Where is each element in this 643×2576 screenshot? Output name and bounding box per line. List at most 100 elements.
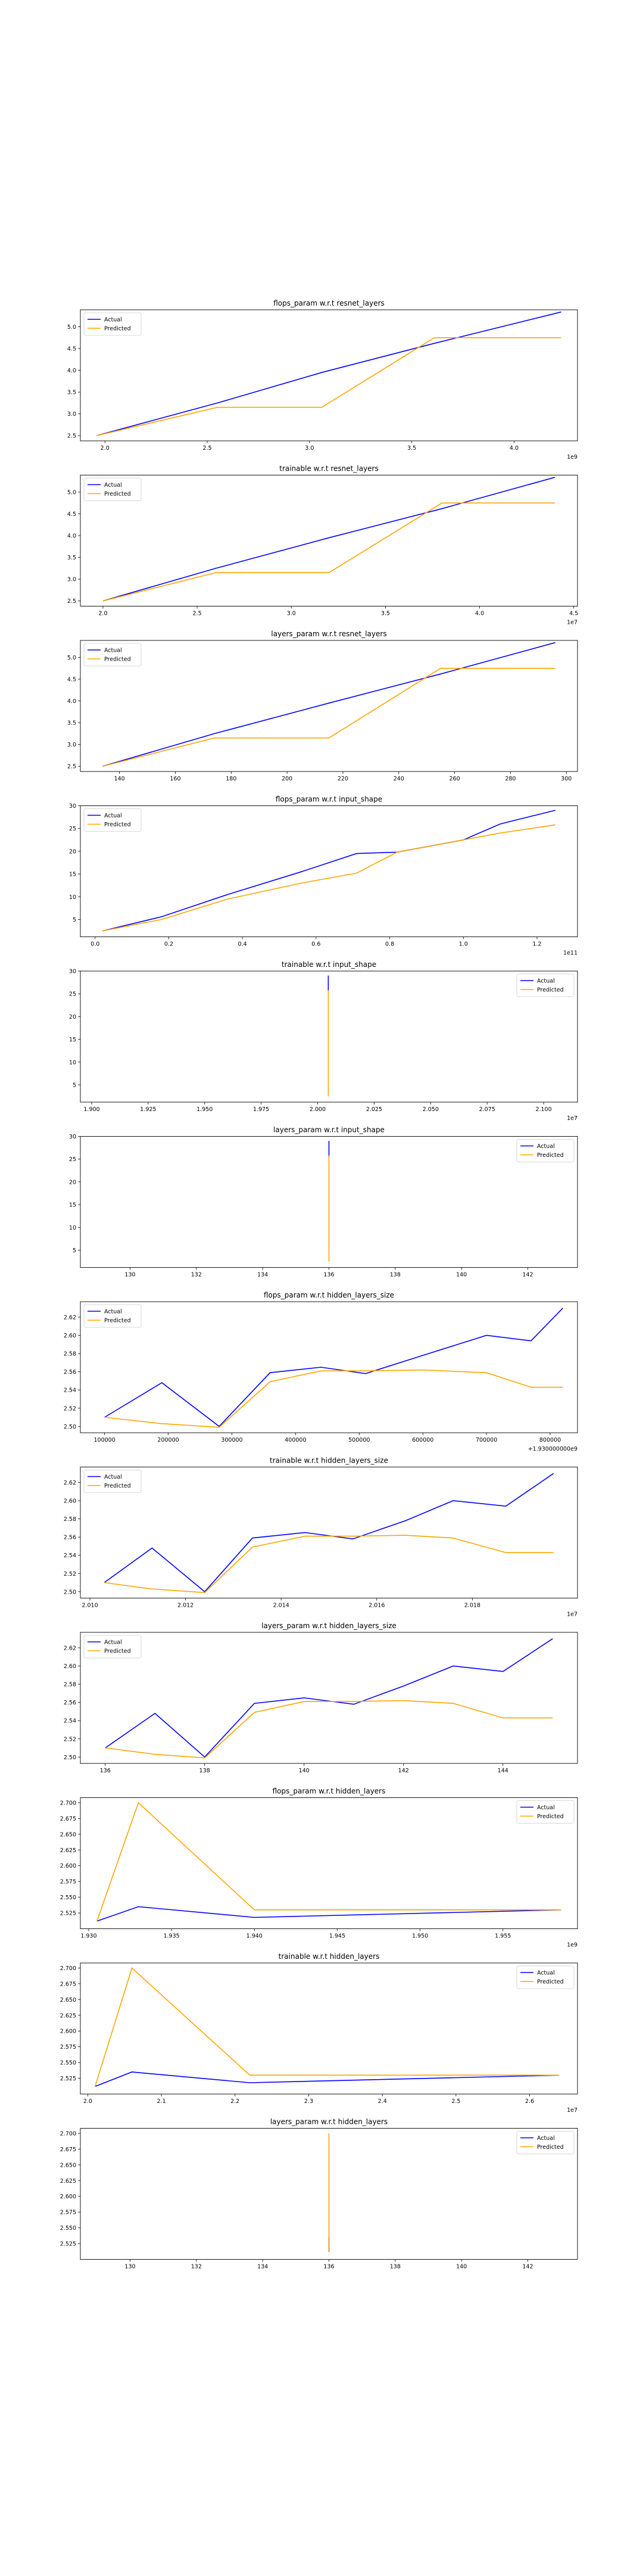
x-tick-label: 2.050 bbox=[423, 1106, 439, 1113]
x-offset-label: 1e7 bbox=[567, 620, 578, 626]
y-tick-label: 2.60 bbox=[64, 1498, 76, 1505]
series-line-predicted bbox=[104, 1535, 554, 1594]
y-tick-label: 4.0 bbox=[67, 533, 76, 540]
y-tick-label: 4.5 bbox=[67, 346, 76, 353]
plot-frame bbox=[80, 1632, 578, 1764]
x-tick-label: 800000 bbox=[539, 1437, 561, 1443]
plot-frame bbox=[80, 1962, 578, 2095]
x-tick-label: 600000 bbox=[412, 1437, 433, 1443]
legend: Actual Predicted bbox=[516, 1139, 575, 1162]
x-tick-label: 144 bbox=[498, 1768, 508, 1774]
chart-title: layers_param w.r.t hidden_layers bbox=[270, 2118, 388, 2126]
x-tick-label: 0.4 bbox=[238, 941, 247, 948]
x-tick-label: 136 bbox=[323, 2264, 334, 2270]
chart-panel-10: flops_param w.r.t hidden_layers 1.930 1.93… bbox=[60, 1787, 578, 1949]
x-tick-label: 260 bbox=[450, 776, 460, 782]
chart-panel-12: layers_param w.r.t hidden_layers 130 132 13… bbox=[60, 2118, 578, 2270]
y-tick-label: 2.58 bbox=[64, 1351, 76, 1358]
x-tick-label: 0.6 bbox=[311, 941, 320, 948]
y-tick-label: 15 bbox=[69, 1202, 76, 1209]
chart-title: flops_param w.r.t hidden_layers bbox=[273, 1787, 386, 1796]
x-tick-label: 2.0 bbox=[83, 2098, 92, 2105]
x-tick-label: 1.945 bbox=[329, 1933, 345, 1940]
y-tick-label: 5.0 bbox=[67, 655, 76, 661]
series-line-predicted bbox=[102, 502, 555, 602]
y-tick-label: 2.62 bbox=[64, 1645, 76, 1651]
series-line-predicted bbox=[96, 1802, 561, 1922]
chart-title: layers_param w.r.t resnet_layers bbox=[271, 630, 386, 638]
x-offset-label: 1e7 bbox=[567, 1611, 578, 1618]
x-tick-label: 180 bbox=[226, 776, 236, 782]
y-tick-label: 3.0 bbox=[67, 577, 76, 583]
legend-label-actual: Actual bbox=[537, 1970, 555, 1977]
y-tick-label: 2.675 bbox=[60, 1816, 76, 1822]
y-tick-label: 2.550 bbox=[60, 1894, 76, 1901]
y-tick-label: 2.525 bbox=[60, 2241, 76, 2248]
chart-title: trainable w.r.t hidden_layers bbox=[279, 1952, 380, 1961]
chart-panel-8: trainable w.r.t hidden_layers_size 2.010 2… bbox=[64, 1457, 578, 1618]
legend-box bbox=[83, 643, 142, 667]
y-tick-label: 2.600 bbox=[60, 2029, 76, 2035]
x-tick-label: 3.0 bbox=[305, 445, 314, 452]
x-tick-label: 140 bbox=[299, 1768, 310, 1774]
legend-label-actual: Actual bbox=[104, 813, 122, 819]
x-tick-label: 3.5 bbox=[381, 611, 390, 617]
y-tick-label: 10 bbox=[69, 1059, 76, 1066]
chart-title: layers_param w.r.t input_shape bbox=[273, 1126, 385, 1134]
x-tick-label: 1.2 bbox=[532, 941, 541, 948]
series-line-actual bbox=[102, 477, 555, 602]
x-offset-label: 1e9 bbox=[567, 454, 578, 461]
y-tick-label: 2.550 bbox=[60, 2060, 76, 2067]
legend-label-predicted: Predicted bbox=[104, 326, 131, 332]
y-tick-label: 2.550 bbox=[60, 2225, 76, 2232]
x-tick-label: 2.018 bbox=[464, 1603, 480, 1609]
legend-label-predicted: Predicted bbox=[537, 2144, 564, 2151]
y-tick-label: 2.56 bbox=[64, 1535, 76, 1541]
y-tick-label: 2.62 bbox=[64, 1314, 76, 1321]
legend-label-predicted: Predicted bbox=[537, 987, 564, 994]
x-tick-label: 1.955 bbox=[495, 1933, 511, 1940]
series-line-predicted bbox=[105, 1700, 553, 1759]
legend-label-actual: Actual bbox=[104, 1639, 122, 1646]
y-tick-label: 2.700 bbox=[60, 1800, 76, 1806]
x-tick-label: 200 bbox=[282, 776, 292, 782]
y-tick-label: 10 bbox=[69, 894, 76, 901]
y-tick-label: 5.0 bbox=[67, 324, 76, 331]
legend: Actual Predicted bbox=[516, 973, 575, 997]
x-tick-label: 138 bbox=[199, 1768, 210, 1774]
y-tick-label: 2.50 bbox=[64, 1754, 76, 1761]
y-tick-label: 2.575 bbox=[60, 2044, 76, 2051]
chart-panel-9: layers_param w.r.t hidden_layers_size 136… bbox=[64, 1622, 578, 1774]
y-tick-label: 2.62 bbox=[64, 1480, 76, 1486]
x-tick-label: 700000 bbox=[476, 1437, 497, 1443]
x-tick-label: 0.8 bbox=[385, 941, 394, 948]
legend-label-actual: Actual bbox=[104, 1474, 122, 1480]
legend-box bbox=[83, 1470, 142, 1493]
y-tick-label: 3.5 bbox=[67, 555, 76, 561]
x-tick-label: 1.950 bbox=[196, 1106, 213, 1113]
x-tick-label: 2.6 bbox=[525, 2098, 534, 2105]
legend-box bbox=[83, 478, 142, 501]
y-tick-label: 4.5 bbox=[67, 511, 76, 518]
x-tick-label: 1.950 bbox=[412, 1933, 428, 1940]
legend: Actual Predicted bbox=[83, 643, 142, 667]
x-tick-label: 2.012 bbox=[177, 1603, 193, 1609]
x-tick-label: 500000 bbox=[348, 1437, 370, 1443]
x-tick-label: 1.925 bbox=[140, 1106, 156, 1113]
y-tick-label: 2.5 bbox=[67, 433, 76, 440]
y-tick-label: 2.700 bbox=[60, 1965, 76, 1972]
y-tick-label: 5 bbox=[73, 1247, 76, 1254]
y-tick-label: 2.58 bbox=[64, 1682, 76, 1688]
y-tick-label: 2.525 bbox=[60, 1911, 76, 1917]
chart-title: flops_param w.r.t input_shape bbox=[276, 795, 382, 804]
y-tick-label: 25 bbox=[69, 991, 76, 998]
series-line-actual bbox=[104, 1308, 563, 1427]
series-line-actual bbox=[102, 642, 555, 767]
y-tick-label: 2.625 bbox=[60, 2178, 76, 2185]
legend-label-actual: Actual bbox=[104, 1309, 122, 1315]
legend-label-predicted: Predicted bbox=[104, 1648, 131, 1655]
x-tick-label: 132 bbox=[191, 2264, 202, 2270]
y-tick-label: 5.0 bbox=[67, 490, 76, 496]
